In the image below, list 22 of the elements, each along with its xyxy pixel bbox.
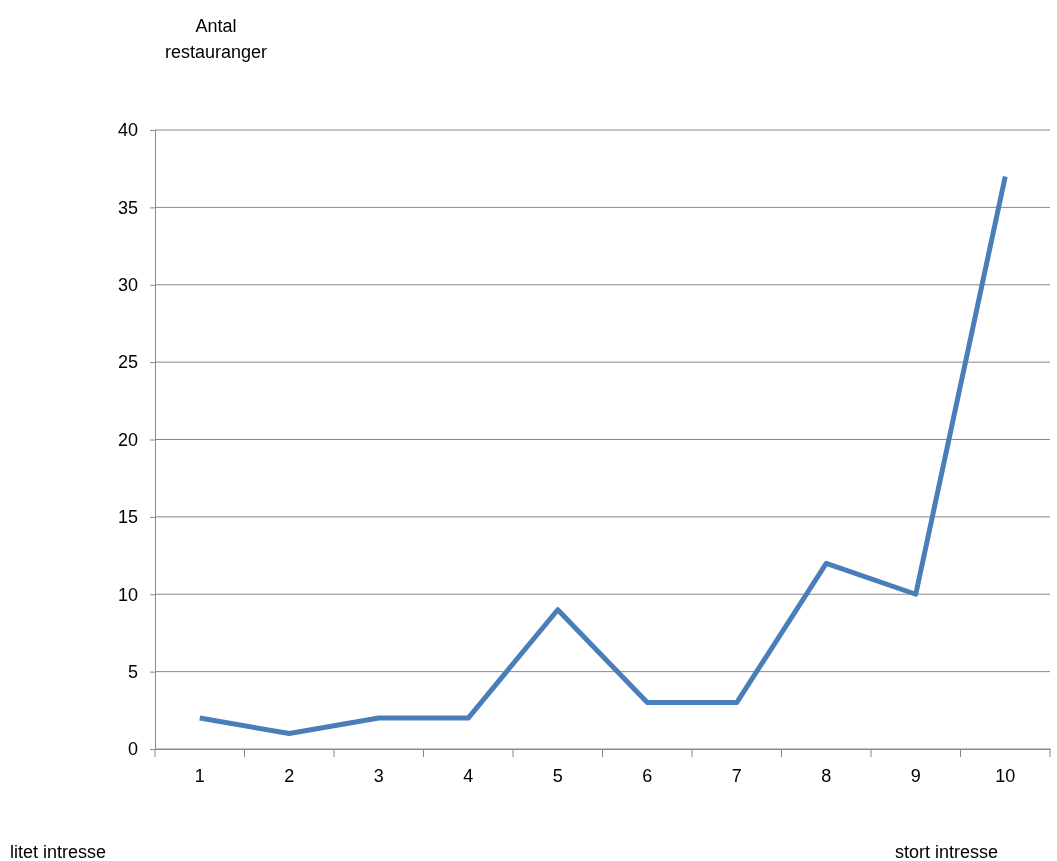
x-tick-label: 4 [463,765,474,786]
x-tick-label: 9 [910,765,921,786]
x-tick-label: 8 [821,765,832,786]
y-tick-label: 40 [117,120,138,141]
x-tick-label: 10 [995,765,1016,786]
y-tick-label: 30 [117,275,138,296]
y-tick-label: 15 [117,507,138,528]
y-tick-label: 5 [127,661,138,682]
y-tick-label: 35 [117,197,138,218]
x-tick-label: 6 [642,765,653,786]
x-tick-label: 3 [373,765,384,786]
y-axis-title: Antal restauranger [164,16,268,62]
text: stort intresse [894,842,998,861]
x-tick-label: 1 [194,765,205,786]
x-tick-label: 5 [552,765,563,786]
y-tick-label: 10 [117,584,138,605]
y-tick-label: 25 [117,352,138,373]
x-tick-label: 7 [731,765,742,786]
y-tick-label: 0 [127,739,138,760]
x-tick-label: 2 [284,765,295,786]
y-tick-label: 20 [117,429,138,450]
text: litet intresse [10,842,107,861]
